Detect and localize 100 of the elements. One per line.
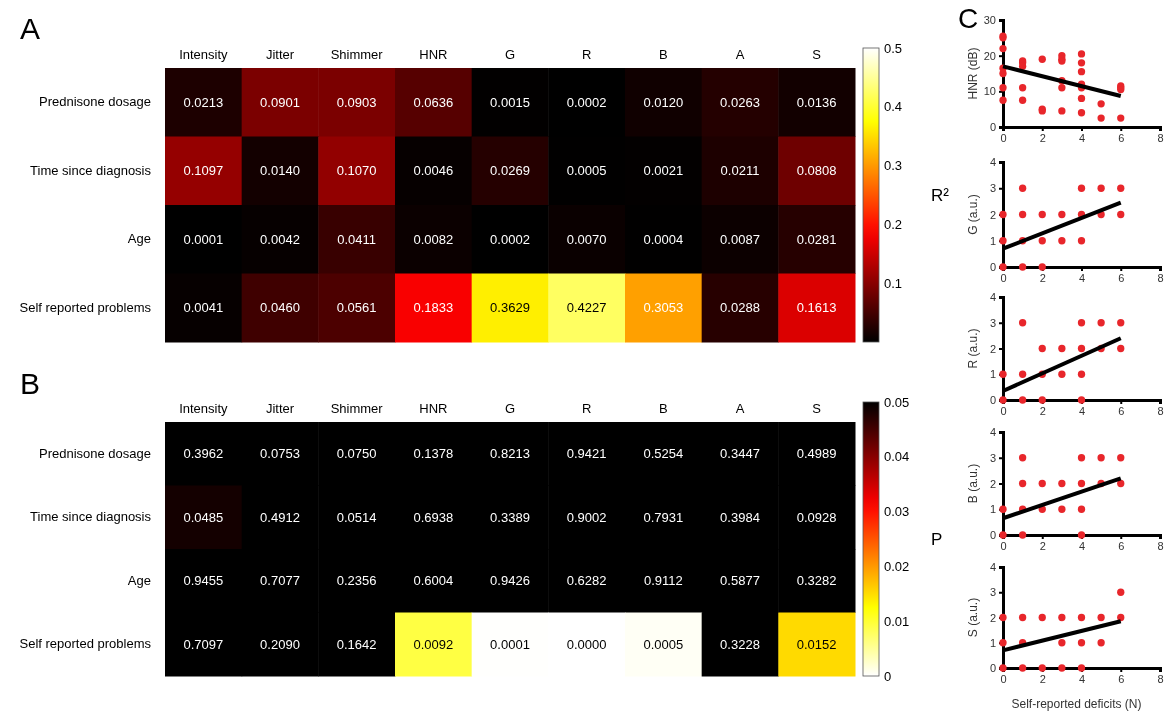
- y-tick-label: 0: [989, 121, 996, 134]
- x-tick-label: 8: [1157, 539, 1164, 552]
- y-tick-label: 20: [983, 49, 996, 62]
- data-label: 0.4227: [566, 300, 607, 316]
- x-tick-label: R: [581, 401, 592, 416]
- y-tick-label: Prednisone dosage: [38, 445, 151, 461]
- x-tick-label: Shimmer: [330, 47, 384, 62]
- data-label: 0.0514: [336, 509, 377, 525]
- y-tick-label: 30: [983, 14, 996, 27]
- y-axis-title: B (a.u.): [966, 463, 980, 504]
- color-bar-label: 0.5: [884, 40, 903, 56]
- x-tick-label: 0: [1000, 271, 1007, 284]
- x-tick-label: R: [581, 47, 592, 62]
- color-bar-label: 0.01: [884, 613, 910, 629]
- x-tick-label: 0: [1000, 404, 1007, 417]
- data-label: 0.3389: [490, 509, 530, 525]
- y-tick-label: 1: [989, 503, 996, 516]
- data-label: 0.0263: [720, 94, 760, 110]
- data-label: 0.0281: [796, 231, 837, 247]
- data-label: 0.3984: [720, 509, 760, 525]
- x-tick-label: 4: [1078, 271, 1086, 284]
- data-label: 0.9002: [566, 509, 607, 525]
- y-tick-label: 4: [989, 561, 996, 574]
- data-label: 0.0070: [566, 231, 607, 247]
- data-label: 0.7931: [643, 509, 684, 525]
- data-label: 0.1378: [413, 446, 454, 462]
- data-label: 0.0120: [643, 94, 684, 110]
- data-label: 0.0140: [260, 163, 300, 179]
- x-tick-label: A: [735, 401, 745, 416]
- x-tick-label: 6: [1118, 271, 1125, 284]
- x-tick-label: B: [659, 47, 668, 62]
- x-tick-label: 2: [1039, 131, 1046, 144]
- data-label: 0.9421: [566, 446, 607, 462]
- data-label: 0.0001: [183, 231, 224, 247]
- x-tick-label: 6: [1118, 404, 1125, 417]
- data-label: 0.3629: [490, 300, 530, 316]
- y-tick-label: 4: [989, 291, 996, 304]
- color-bar-label: 0.02: [884, 559, 910, 575]
- y-tick-label: Age: [127, 572, 151, 588]
- data-label: 0.3962: [183, 446, 224, 462]
- x-tick-label: A: [735, 47, 745, 62]
- y-axis-title: S (a.u.): [966, 597, 980, 638]
- x-tick-label: Intensity: [179, 47, 229, 62]
- x-tick-label: HNR: [419, 401, 448, 416]
- y-tick-label: 4: [989, 426, 996, 439]
- data-label: 0.0636: [413, 94, 454, 110]
- data-label: 0.0000: [566, 636, 607, 652]
- data-label: 0.0042: [260, 231, 300, 247]
- data-label: 0.0002: [566, 94, 607, 110]
- y-tick-label: 4: [989, 156, 996, 169]
- y-tick-label: Time since diagnosis: [30, 509, 152, 525]
- y-tick-label: 2: [989, 342, 996, 355]
- data-label: 0.0485: [183, 509, 224, 525]
- data-label: 0.0288: [720, 300, 760, 316]
- color-bar-label: 0.05: [884, 394, 910, 410]
- x-tick-label: 2: [1039, 672, 1046, 685]
- data-label: 0.1613: [796, 300, 837, 316]
- data-label: 0.2090: [260, 636, 300, 652]
- data-label: 0.1070: [336, 163, 377, 179]
- x-tick-label: 0: [1000, 131, 1007, 144]
- data-label: 0.3228: [720, 636, 760, 652]
- x-tick-label: 6: [1118, 539, 1125, 552]
- data-label: 0.0460: [260, 300, 300, 316]
- data-label: 0.0005: [643, 636, 684, 652]
- y-axis-title: R (a.u.): [966, 328, 980, 369]
- data-label: 0.0002: [490, 231, 530, 247]
- data-label: 0.0082: [413, 231, 454, 247]
- y-axis-title: G (a.u.): [966, 194, 980, 235]
- data-label: 0.7097: [183, 636, 224, 652]
- y-tick-label: 3: [989, 586, 996, 599]
- y-tick-label: 1: [989, 368, 996, 381]
- data-label: 0.6282: [566, 573, 607, 589]
- color-bar-label: 0.3: [884, 158, 903, 174]
- y-tick-label: 3: [989, 316, 996, 329]
- data-label: 0.0004: [643, 231, 684, 247]
- x-tick-label: Shimmer: [330, 401, 384, 416]
- data-label: 0.6004: [413, 573, 454, 589]
- text: C: [958, 3, 979, 35]
- data-label: 0.7077: [260, 573, 300, 589]
- data-label: 0.1097: [183, 163, 224, 179]
- y-tick-label: 2: [989, 477, 996, 490]
- data-label: 0.0005: [566, 163, 607, 179]
- x-tick-label: S: [812, 47, 822, 62]
- y-tick-label: 1: [989, 234, 996, 247]
- data-label: 0.0750: [336, 446, 377, 462]
- data-label: 0.0901: [260, 94, 300, 110]
- data-label: 0.5877: [720, 573, 760, 589]
- data-label: 0.1642: [336, 636, 377, 652]
- x-tick-label: 8: [1157, 404, 1164, 417]
- x-tick-label: Intensity: [179, 401, 229, 416]
- y-tick-label: Prednisone dosage: [38, 94, 151, 110]
- x-tick-label: 4: [1078, 672, 1086, 685]
- data-label: 0.0928: [796, 509, 837, 525]
- data-label: 0.0269: [490, 163, 530, 179]
- color-bar-label: 0.1: [884, 275, 903, 291]
- x-tick-label: 8: [1157, 672, 1164, 685]
- x-tick-label: 2: [1039, 539, 1046, 552]
- x-tick-label: 8: [1157, 271, 1164, 284]
- x-tick-label: 2: [1039, 271, 1046, 284]
- y-tick-label: 10: [983, 85, 996, 98]
